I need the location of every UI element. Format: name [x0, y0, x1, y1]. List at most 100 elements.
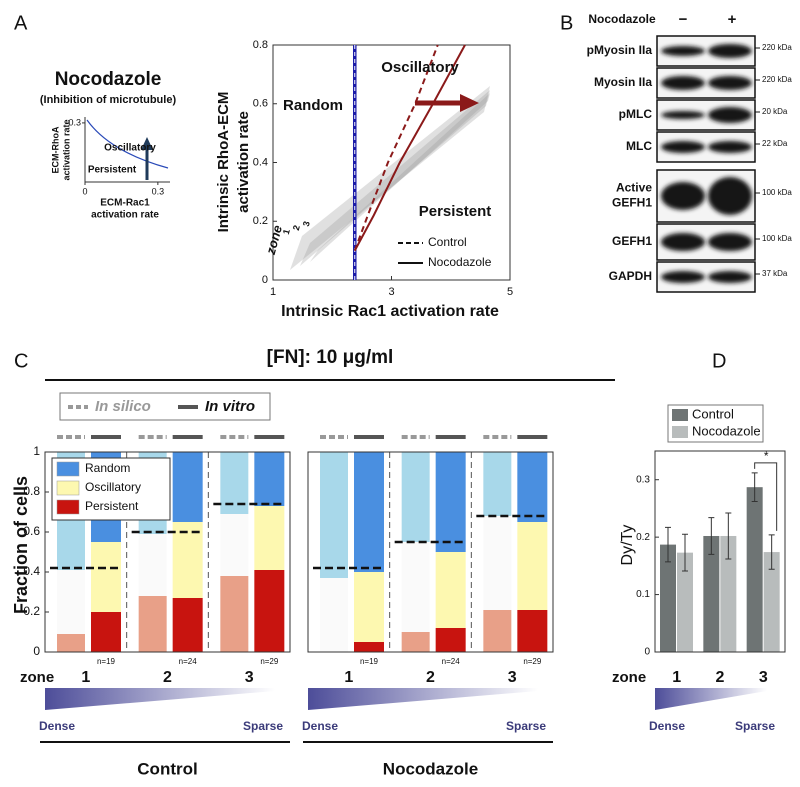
bar-segment	[254, 570, 285, 652]
x-tick-label: 3	[759, 669, 768, 686]
error-bar	[682, 533, 688, 572]
kda-label: 220 kDa	[762, 75, 792, 84]
kda-label: 37 kDa	[762, 269, 788, 278]
legend-swatch	[672, 426, 688, 438]
kda-label: 20 kDa	[762, 107, 788, 116]
blot-band	[661, 233, 705, 251]
blot-band	[661, 76, 705, 90]
blot-label: GEFH1	[612, 196, 652, 210]
y-tick-label: 0.6	[23, 524, 40, 538]
y-axis-label: activation rate	[235, 111, 252, 213]
blot-label: Myosin IIa	[594, 75, 652, 89]
region-label: Oscillatory	[381, 59, 459, 76]
x-tick-label: 2	[716, 669, 725, 686]
blot-band	[708, 76, 752, 90]
x-tick-label: 2	[163, 669, 172, 686]
treatment-label: Nocodazole	[588, 12, 656, 26]
series-line	[353, 44, 466, 252]
bar-segment	[57, 570, 85, 634]
panel-label: A	[14, 12, 28, 34]
blot-band	[661, 111, 705, 119]
blot-band	[661, 182, 705, 210]
blot-band	[708, 44, 752, 58]
plot-frame	[307, 451, 554, 653]
bar	[720, 535, 737, 652]
region-label: Random	[283, 97, 343, 114]
x-tick-label: 2	[426, 669, 435, 686]
y-tick-label: 0.2	[23, 604, 40, 618]
blot-label: GEFH1	[612, 234, 652, 248]
blot-band	[661, 46, 705, 56]
n-label: n=29	[260, 657, 279, 666]
n-label: n=24	[442, 657, 461, 666]
bar	[677, 552, 693, 652]
legend-swatch	[672, 409, 688, 421]
x-tick-label: 1	[672, 669, 681, 686]
shift-arrow-head	[460, 94, 479, 112]
x-tick-label: 1	[81, 669, 90, 686]
error-bar	[708, 517, 715, 555]
bar-segment	[220, 576, 249, 652]
n-label: n=19	[360, 657, 379, 666]
n-label: n=24	[179, 657, 198, 666]
y-axis-label: Dy/Ty	[619, 525, 636, 566]
kda-label: 220 kDa	[762, 43, 792, 52]
legend-label: Control	[692, 406, 734, 421]
kda-label: 100 kDa	[762, 234, 792, 243]
legend-label: Nocodazole	[428, 255, 492, 269]
bar-segment	[172, 522, 203, 598]
inset-label: Persistent	[88, 165, 137, 176]
bar	[660, 544, 676, 652]
group-title: Nocodazole	[383, 759, 478, 778]
blot-band	[708, 107, 752, 123]
bar-segment	[354, 452, 384, 572]
y-tick-label: 0.8	[253, 39, 268, 51]
inset-x-tick-label: 0.3	[152, 186, 165, 196]
legend-swatch	[56, 499, 80, 515]
bar-segment	[401, 542, 430, 632]
y-tick-label: 0.6	[253, 98, 268, 110]
legend-swatch	[56, 480, 80, 496]
zone-number: 3	[301, 220, 312, 227]
bar-segment	[354, 572, 384, 642]
blot-band	[708, 141, 752, 153]
inset-y-label: activation rate	[61, 119, 71, 180]
blot-band	[708, 177, 752, 215]
n-label: n=19	[97, 657, 116, 666]
bar-segment	[435, 552, 466, 628]
bar-segment	[401, 632, 430, 652]
legend-swatch	[56, 461, 80, 477]
legend-label: Nocodazole	[692, 423, 761, 438]
x-tick-label: 3	[388, 286, 394, 298]
y-tick-label: 0.3	[636, 474, 650, 485]
bar-segment	[254, 452, 285, 506]
bar-segment	[435, 452, 466, 552]
bar-segment	[91, 612, 121, 652]
blot-band	[661, 141, 705, 153]
bar-segment	[138, 596, 167, 652]
y-tick-label: 0	[33, 644, 40, 658]
inset-x-label: activation rate	[91, 210, 159, 221]
blot-label: pMyosin IIa	[587, 43, 653, 57]
y-tick-label: 0.8	[23, 484, 40, 498]
y-tick-label: 1	[33, 444, 40, 458]
y-tick-label: 0.2	[253, 215, 268, 227]
bar-segment	[517, 452, 548, 522]
error-bar	[768, 534, 775, 570]
y-tick-label: 0.2	[636, 532, 650, 543]
y-tick-label: 0.1	[636, 589, 650, 600]
blot-band	[708, 271, 752, 283]
bar-segment	[483, 610, 512, 652]
zone-number: 1	[281, 228, 292, 235]
bar-segment	[254, 506, 285, 570]
density-gradient	[45, 688, 275, 710]
bar	[746, 487, 763, 652]
panel-subtitle: (Inhibition of microtubule)	[40, 94, 177, 106]
bar-segment	[435, 628, 466, 652]
significance-mark: *	[764, 449, 769, 463]
density-gradient	[655, 688, 767, 710]
density-label: Dense	[302, 719, 338, 733]
blot-label: pMLC	[619, 107, 653, 121]
density-gradient	[308, 688, 538, 710]
